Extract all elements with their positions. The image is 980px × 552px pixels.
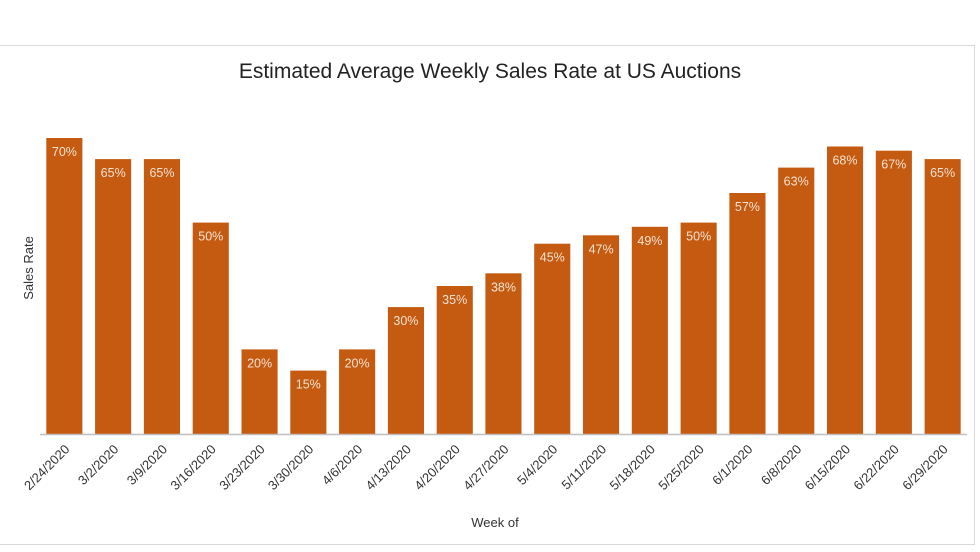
x-tick-label: 5/25/2020 — [655, 442, 707, 494]
data-label: 50% — [198, 230, 223, 244]
bar-3/16/2020 — [192, 222, 229, 434]
x-tick-label: 6/22/2020 — [850, 442, 902, 494]
data-label: 49% — [637, 234, 662, 248]
x-tick-label: 6/8/2020 — [758, 442, 804, 488]
bar-6/22/2020 — [875, 150, 912, 434]
data-label: 20% — [247, 356, 272, 370]
x-tick-label: 6/15/2020 — [802, 442, 854, 494]
data-labels-group: 70% 65% 65% 50% 20% 15% 20% 30% 35% 38% 45% 47% 49% 5… — [52, 145, 955, 392]
bar-4/6/2020 — [339, 349, 376, 434]
data-label: 20% — [345, 356, 370, 370]
bar-6/29/2020 — [924, 159, 961, 434]
data-label: 15% — [296, 378, 321, 392]
data-label: 35% — [442, 293, 467, 307]
x-tick-label: 3/16/2020 — [167, 442, 219, 494]
bar-6/1/2020 — [729, 193, 766, 434]
data-label: 65% — [149, 166, 174, 180]
x-tick-label: 5/18/2020 — [607, 442, 659, 494]
x-tick-label: 3/23/2020 — [216, 442, 268, 494]
x-tick-label: 4/6/2020 — [319, 442, 365, 488]
data-label: 70% — [52, 145, 77, 159]
x-tick-label: 4/27/2020 — [460, 442, 512, 494]
bar-5/25/2020 — [680, 222, 717, 434]
bar-4/27/2020 — [485, 273, 522, 434]
bar-3/9/2020 — [143, 159, 180, 434]
bars-group — [46, 138, 961, 434]
x-tick-label: 3/2/2020 — [75, 442, 121, 488]
bar-5/4/2020 — [534, 243, 571, 434]
data-label: 50% — [686, 230, 711, 244]
bar-3/23/2020 — [241, 349, 278, 434]
data-label: 57% — [735, 200, 760, 214]
data-label: 45% — [540, 251, 565, 265]
data-label: 67% — [881, 158, 906, 172]
bar-4/20/2020 — [436, 286, 473, 434]
bar-6/15/2020 — [827, 146, 864, 434]
x-tick-label: 6/29/2020 — [899, 442, 951, 494]
data-label: 38% — [491, 280, 516, 294]
chart-title: Estimated Average Weekly Sales Rate at U… — [239, 60, 741, 83]
x-tick-labels-group: 2/24/2020 3/2/2020 3/9/20203/16/20203/23/2… — [21, 442, 951, 494]
bar-2/24/2020 — [46, 138, 83, 434]
data-label: 65% — [101, 166, 126, 180]
x-tick-label: 5/11/2020 — [558, 442, 609, 493]
bar-4/13/2020 — [387, 307, 424, 434]
data-label: 30% — [393, 314, 418, 328]
data-label: 65% — [930, 166, 955, 180]
bar-5/18/2020 — [631, 226, 668, 434]
data-label: 68% — [832, 154, 857, 168]
x-tick-label: 3/30/2020 — [265, 442, 317, 494]
data-label: 63% — [784, 175, 809, 189]
x-axis-label: Week of — [471, 515, 519, 530]
x-tick-label: 4/13/2020 — [363, 442, 415, 494]
bar-5/11/2020 — [583, 235, 620, 434]
x-tick-label: 2/24/2020 — [21, 442, 73, 494]
x-tick-label: 3/9/2020 — [124, 442, 170, 488]
y-axis-label: Sales Rate — [21, 236, 36, 300]
x-tick-label: 5/4/2020 — [514, 442, 560, 488]
data-label: 47% — [589, 242, 614, 256]
bar-6/8/2020 — [778, 167, 815, 434]
x-tick-label: 6/1/2020 — [709, 442, 755, 488]
bar-3/2/2020 — [95, 159, 132, 434]
bar-3/30/2020 — [290, 370, 327, 434]
x-tick-label: 4/20/2020 — [411, 442, 463, 494]
